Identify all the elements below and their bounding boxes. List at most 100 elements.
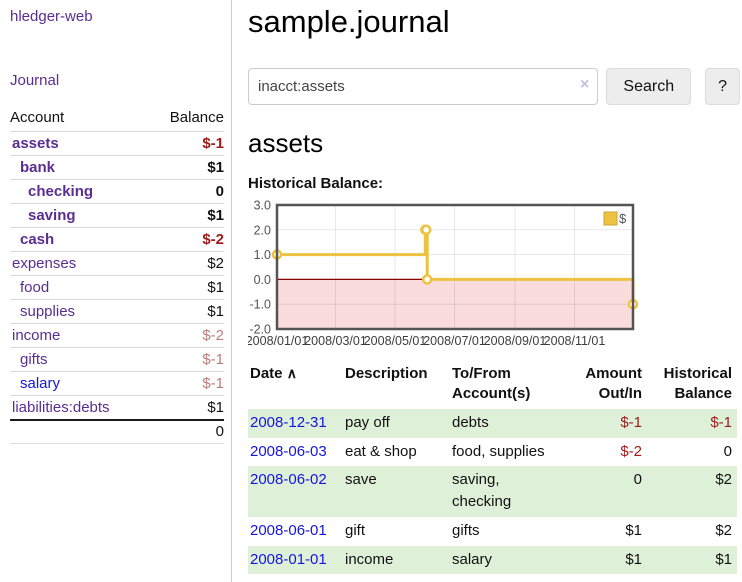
sidebar-account-expenses[interactable]: expenses [12, 255, 77, 272]
col-header-amount: Amount Out/In [585, 365, 642, 402]
col-header-date-label: Date [250, 365, 283, 382]
transaction-date-link[interactable]: 2008-06-01 [250, 521, 327, 539]
transaction-date-link[interactable]: 2008-01-01 [250, 550, 327, 568]
account-balance: $-2 [202, 327, 224, 344]
col-header-account: To/From Account(s) [452, 365, 531, 402]
accounts-table: Account Balance assets $-1 bank $1 checking 0… [10, 106, 224, 444]
transaction-row: 2008-01-01 income salary $1 $1 [248, 545, 737, 575]
transaction-description: gift [345, 521, 366, 539]
transaction-balance: 0 [723, 442, 732, 460]
accounts-header-balance: Balance [169, 109, 224, 126]
account-balance: $-1 [202, 135, 224, 152]
transaction-accounts: saving, checking [452, 471, 512, 511]
transaction-balance: $2 [715, 471, 732, 489]
accounts-total-row: 0 [10, 420, 224, 444]
search-input[interactable] [248, 68, 599, 105]
account-row: liabilities:debts $1 [10, 395, 224, 421]
account-balance: $1 [207, 279, 224, 296]
transaction-balance: $2 [715, 521, 732, 539]
accounts-header-row: Account Balance [10, 106, 224, 132]
sidebar-account-gifts[interactable]: gifts [20, 351, 48, 368]
sidebar-item-journal[interactable]: Journal [10, 72, 60, 89]
svg-text:2.0: 2.0 [254, 223, 271, 237]
accounts-total-value: 0 [215, 423, 224, 440]
search-button[interactable]: Search [606, 68, 692, 105]
svg-text:$: $ [619, 211, 627, 226]
search-form: × Search ? [248, 68, 740, 105]
register-header-row: Date ∧ Description To/From Account(s) Am… [248, 362, 737, 409]
page-title: sample.journal [248, 4, 450, 39]
svg-text:2008/05/01: 2008/05/01 [364, 334, 427, 348]
account-balance: $1 [207, 399, 224, 416]
sidebar-account-income[interactable]: income [12, 327, 61, 344]
svg-text:2008/03/01: 2008/03/01 [304, 334, 367, 348]
svg-text:2008/01/01: 2008/01/01 [248, 334, 308, 348]
account-row: food $1 [10, 275, 224, 300]
app-title-link[interactable]: hledger-web [10, 8, 93, 25]
transaction-amount: $-2 [620, 442, 642, 460]
sidebar: hledger-web Journal Account Balance asse… [0, 0, 232, 582]
account-row: bank $1 [10, 155, 224, 180]
transaction-balance: $1 [715, 550, 732, 568]
account-row: income $-2 [10, 323, 224, 348]
account-heading: assets [248, 128, 324, 158]
transaction-accounts: gifts [452, 521, 480, 539]
sidebar-account-assets[interactable]: assets [12, 135, 59, 152]
transaction-description: income [345, 550, 394, 568]
account-row: checking 0 [10, 179, 224, 204]
accounts-header-account: Account [10, 109, 65, 126]
transaction-date-link[interactable]: 2008-06-03 [250, 442, 327, 460]
svg-text:1.0: 1.0 [254, 248, 271, 262]
account-row: salary $-1 [10, 371, 224, 396]
account-row: saving $1 [10, 203, 224, 228]
account-balance: $-1 [202, 351, 224, 368]
account-row: expenses $2 [10, 251, 224, 276]
transaction-row: 2008-06-01 gift gifts $1 $2 [248, 517, 737, 546]
transaction-amount: $1 [625, 521, 642, 539]
transaction-description: save [345, 471, 377, 489]
transaction-description: pay off [345, 413, 390, 431]
transaction-amount: 0 [633, 471, 642, 489]
main-content: sample.journal × Search ? assets Histori… [248, 0, 740, 575]
search-input-wrap: × [248, 68, 599, 105]
help-button[interactable]: ? [705, 68, 740, 105]
transaction-row: 2008-06-03 eat & shop food, supplies $-2 0 [248, 438, 737, 467]
svg-text:2008/07/01: 2008/07/01 [423, 334, 486, 348]
sidebar-account-bank[interactable]: bank [20, 159, 56, 176]
historical-balance-chart: $3.0 2.0 1.0 0.0 -1.0 -2.02008/01/012008/03/0… [248, 199, 639, 348]
account-balance: $1 [207, 303, 224, 320]
transaction-date-link[interactable]: 2008-06-02 [250, 471, 327, 489]
col-header-description: Description [345, 365, 428, 382]
transaction-accounts: salary [452, 550, 493, 568]
sidebar-account-checking[interactable]: checking [28, 183, 94, 200]
account-row: assets $-1 [10, 131, 224, 156]
account-row: gifts $-1 [10, 347, 224, 372]
clear-search-icon[interactable]: × [580, 76, 590, 93]
col-header-balance: Historical Balance [663, 365, 732, 402]
transaction-balance: $-1 [710, 413, 732, 431]
account-row: cash $-2 [10, 227, 224, 252]
account-balance: 0 [215, 183, 224, 200]
svg-text:2008/09/01: 2008/09/01 [484, 334, 547, 348]
sidebar-account-liabilities-debts[interactable]: liabilities:debts [12, 399, 110, 416]
sidebar-account-salary[interactable]: salary [20, 375, 61, 392]
svg-text:3.0: 3.0 [254, 199, 271, 213]
account-balance: $1 [207, 207, 224, 224]
sidebar-account-food[interactable]: food [20, 279, 50, 296]
sidebar-account-supplies[interactable]: supplies [20, 303, 76, 320]
sidebar-account-saving[interactable]: saving [28, 207, 76, 224]
transaction-amount: $-1 [620, 413, 642, 431]
transaction-accounts: food, supplies [452, 442, 545, 460]
svg-text:2008/11/01: 2008/11/01 [544, 334, 606, 348]
transaction-amount: $1 [625, 550, 642, 568]
account-balance: $-1 [202, 375, 224, 392]
col-header-date[interactable]: Date ∧ [248, 362, 345, 409]
account-row: supplies $1 [10, 299, 224, 324]
transaction-row: 2008-12-31 pay off debts $-1 $-1 [248, 408, 737, 438]
sort-ascending-icon: ∧ [286, 365, 297, 381]
sidebar-account-cash[interactable]: cash [20, 231, 55, 248]
transaction-date-link[interactable]: 2008-12-31 [250, 413, 327, 431]
svg-text:-2.0: -2.0 [249, 323, 271, 337]
transaction-description: eat & shop [345, 442, 417, 460]
transaction-accounts: debts [452, 413, 489, 431]
